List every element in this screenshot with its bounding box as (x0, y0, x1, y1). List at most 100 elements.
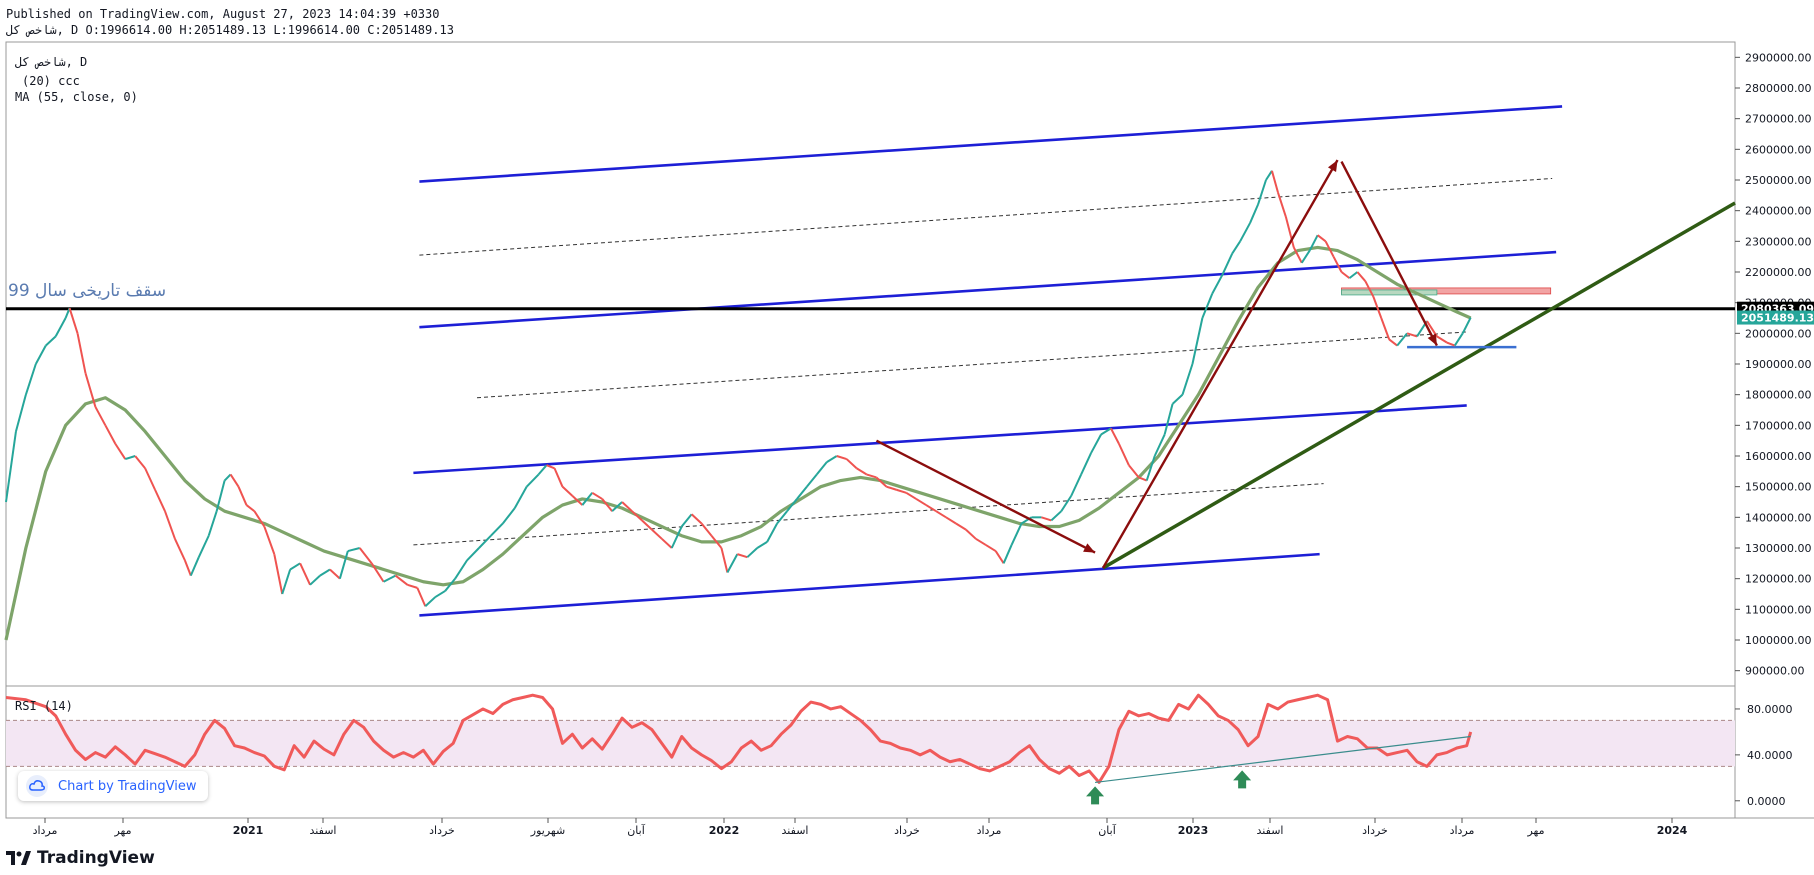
symbol-legend[interactable]: شاخص کل, D (15, 55, 87, 70)
trend-arrow (1340, 161, 1438, 347)
price-segment (985, 544, 997, 552)
price-segment (124, 455, 136, 461)
time-tick-label: 2023 (1178, 824, 1209, 837)
price-segment (490, 522, 504, 537)
price-tick-label: 1200000.00 (1745, 573, 1811, 586)
price-tick-label: 2700000.00 (1745, 113, 1811, 126)
time-tick-label: مهر (1526, 824, 1544, 837)
channel-line (419, 552, 1320, 617)
price-segment (975, 537, 987, 546)
price-segment (1364, 280, 1375, 297)
price-segment (1292, 247, 1303, 264)
price-segment (651, 528, 663, 540)
price-segment (553, 467, 564, 488)
price-segment (253, 510, 266, 528)
price-segment (416, 587, 427, 607)
time-axis[interactable]: مرداد مهر 2021 اسفند خرداد شهریور آبان 2022 اسفن… (33, 818, 1688, 837)
rsi-tick-label: 40.0000 (1747, 749, 1793, 762)
price-segment (1317, 234, 1327, 243)
price-tick-label: 1100000.00 (1745, 603, 1811, 616)
price-segment (737, 553, 748, 559)
rsi-divergence-line (1094, 735, 1471, 784)
price-segment (1284, 216, 1295, 248)
price-segment (45, 335, 57, 347)
price-segment (383, 574, 396, 583)
price-segment (299, 562, 311, 586)
time-tick-label: آبان (1098, 823, 1116, 837)
published-line: Published on TradingView.com, August 27,… (6, 7, 440, 21)
rsi-legend[interactable]: RSI (14) (15, 699, 73, 713)
indicator-legend-1[interactable]: (20) ccc (22, 74, 80, 88)
price-segment (641, 519, 653, 531)
price-segment (513, 486, 528, 509)
price-segment (1396, 332, 1408, 347)
price-segment (826, 455, 838, 463)
price-segment (1270, 170, 1279, 193)
price-segment (189, 556, 200, 576)
price-segment (690, 513, 703, 525)
time-tick-label: آبان (627, 823, 645, 837)
price-segment (1249, 204, 1259, 224)
channel-midline (413, 483, 1324, 546)
price-segment (670, 526, 683, 549)
rsi-up-marker (1233, 770, 1252, 789)
time-tick-label: 2024 (1657, 824, 1688, 837)
price-segment (1060, 495, 1073, 512)
price-segment (263, 526, 276, 555)
rsi-band (6, 719, 1735, 767)
price-segment (915, 498, 927, 506)
price-segment (5, 431, 17, 503)
price-segment (237, 486, 248, 506)
price-segment (197, 535, 210, 558)
price-label-text: 2051489.13 (1741, 312, 1814, 325)
price-tick-label: 2800000.00 (1745, 82, 1811, 95)
price-tick-label: 2300000.00 (1745, 235, 1811, 248)
price-segment (370, 562, 385, 583)
price-axis[interactable]: 2900000.00 2800000.00 2700000.00 2600000.00… (1735, 51, 1811, 678)
rsi-axis[interactable]: 80.0000 40.0000 0.0000 (1735, 703, 1793, 808)
price-segment (776, 510, 788, 525)
price-segment (1070, 473, 1083, 497)
tradingview-logo-icon (6, 851, 31, 865)
price-segment (756, 541, 768, 549)
price-segment (76, 333, 87, 374)
price-segment (1406, 332, 1418, 338)
footer-brand: TradingView (37, 848, 155, 868)
price-segment (611, 501, 623, 512)
chart-by-tradingview-badge[interactable]: Chart by TradingView (18, 771, 209, 801)
price-segment (154, 489, 166, 512)
price-segment (1257, 179, 1267, 205)
time-tick-label: خرداد (894, 824, 920, 837)
price-segment (710, 535, 723, 549)
price-segment (525, 473, 540, 488)
price-segment (1191, 317, 1204, 365)
price-segment (661, 538, 673, 549)
price-segment (1231, 240, 1241, 255)
price-segment (875, 476, 888, 488)
price-segment (358, 547, 373, 564)
price-segment (215, 480, 226, 512)
indicator-legend-2[interactable]: MA (55, close, 0) (15, 90, 138, 104)
price-segment (1080, 452, 1093, 475)
price-tick-label: 1700000.00 (1745, 419, 1811, 432)
channel-line (419, 105, 1563, 183)
tradingview-logo[interactable]: TradingView (6, 848, 155, 868)
price-segment (1388, 338, 1398, 347)
price-segment (454, 559, 468, 580)
price-segment (1453, 332, 1464, 347)
arrow-head (1327, 160, 1338, 172)
price-segment (1461, 317, 1472, 334)
ma-55-line (4, 245, 1472, 641)
rsi-drawings (1086, 735, 1471, 805)
time-tick-label: مهر (113, 824, 131, 837)
price-segment (965, 528, 977, 540)
price-segment (1110, 427, 1120, 445)
rsi-band-fill (6, 720, 1735, 767)
channel-midline (419, 177, 1553, 256)
price-segment (347, 547, 360, 553)
cloud-icon (26, 775, 48, 797)
price-segment (1239, 222, 1251, 242)
price-segment (925, 504, 937, 513)
price-tick-label: 2000000.00 (1745, 327, 1811, 340)
